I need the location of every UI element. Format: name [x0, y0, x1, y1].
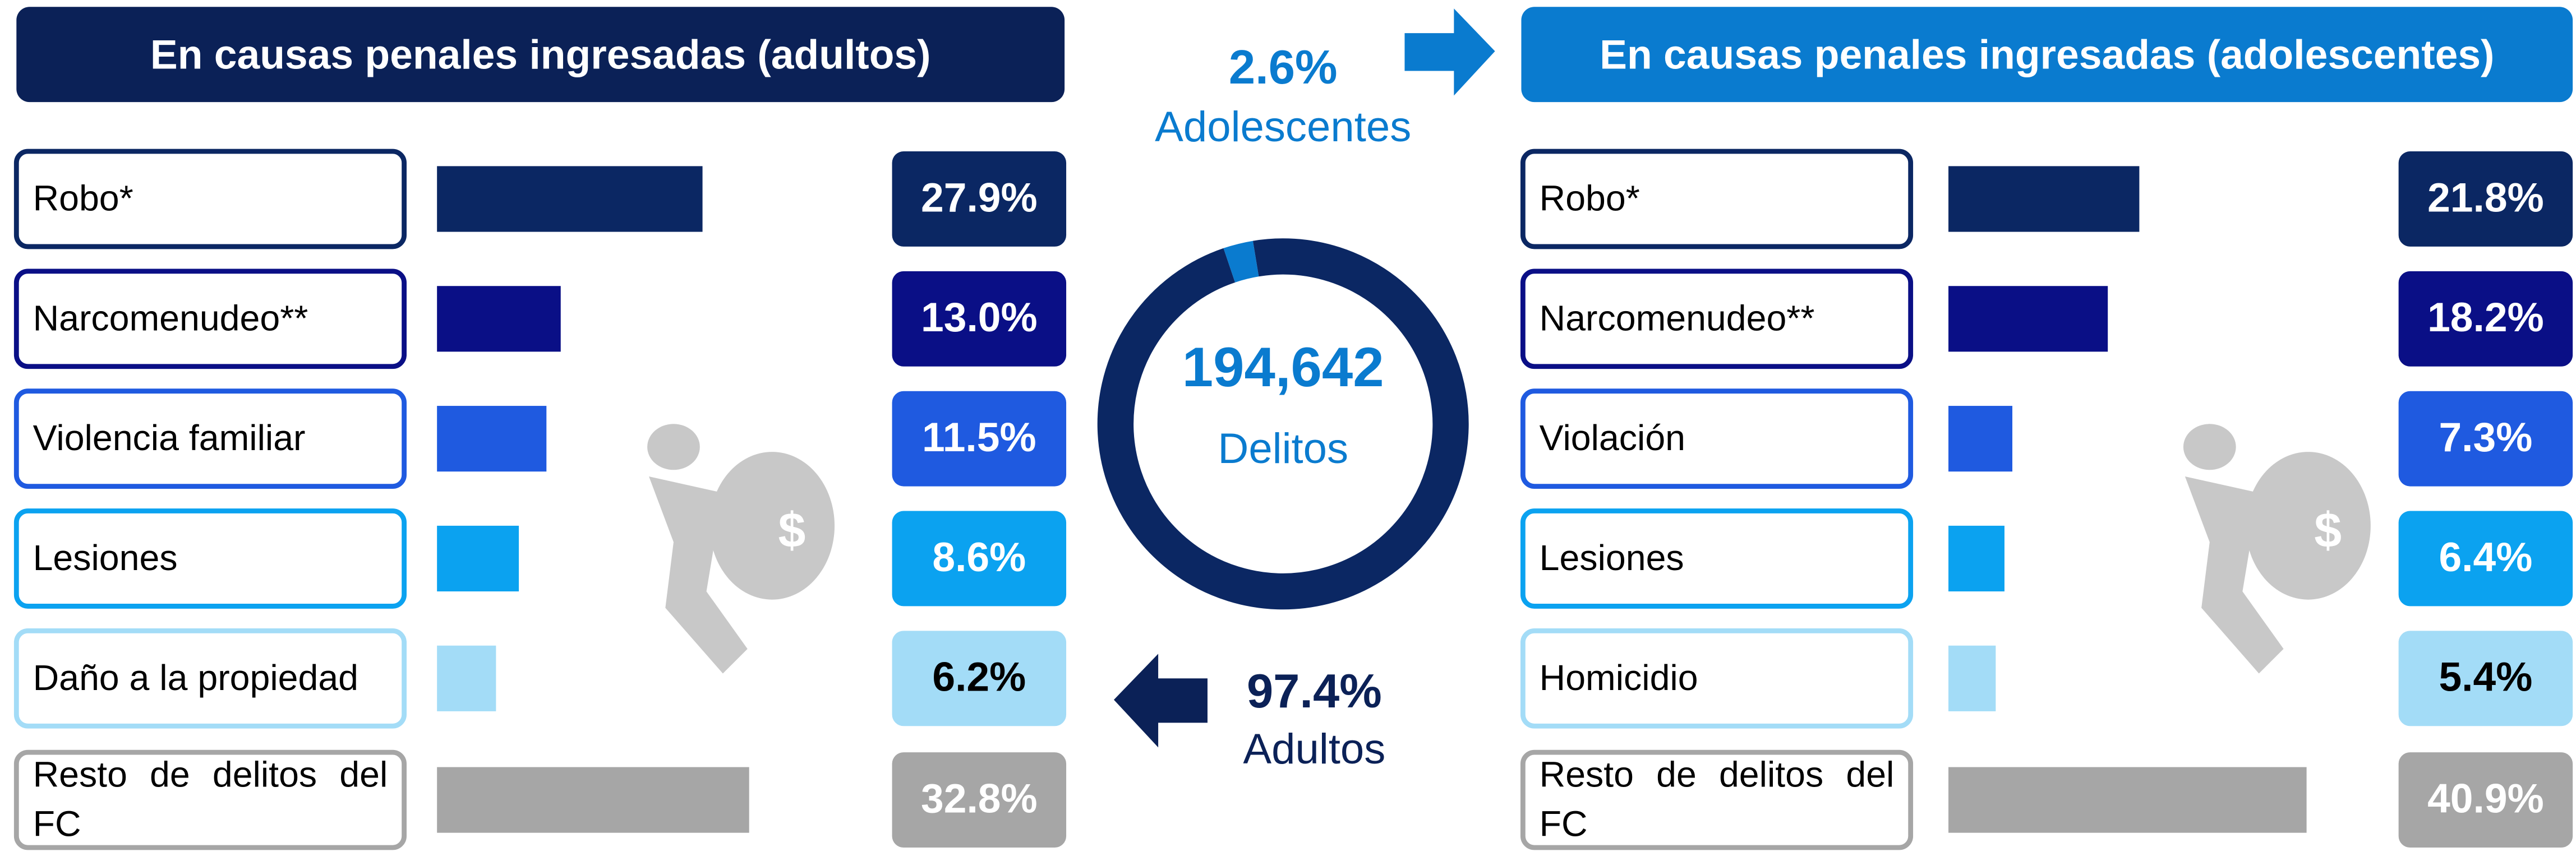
value-label: 18.2% [2427, 294, 2544, 340]
category-label: Homicidio [1539, 657, 1698, 698]
value-box [2398, 391, 2573, 487]
value-label: 8.6% [932, 534, 1026, 580]
donut-sublabel: Delitos [1218, 425, 1348, 473]
category-label-box: Resto de delitos del FC [1539, 754, 1895, 845]
title-left: En causas penales ingresadas (adultos) [150, 31, 931, 77]
svg-text:$: $ [778, 502, 805, 558]
value-box [892, 391, 1067, 487]
value-box [892, 631, 1067, 726]
category-label-box: Narcomenudeo** [33, 297, 308, 339]
category-label: Daño a la propiedad [33, 657, 359, 698]
bar [437, 166, 703, 232]
category-box [13, 388, 407, 489]
donut-total: 194,642 [1182, 336, 1384, 399]
category-box [1520, 269, 1914, 369]
value-box [2398, 151, 2573, 247]
category-box [13, 628, 407, 729]
category-box [1520, 628, 1914, 729]
donut-segment [1223, 240, 1259, 283]
arrow-right [1404, 8, 1495, 96]
category-box [1520, 749, 1914, 850]
category-label: Robo* [1539, 177, 1640, 219]
bar [437, 767, 749, 833]
bar [437, 525, 519, 592]
value-label: 27.9% [921, 174, 1038, 220]
robber-dollar: $ $ [778, 502, 2342, 558]
category-label: Violencia familiar [33, 417, 306, 459]
value-box [892, 752, 1067, 848]
bar [1948, 166, 2140, 232]
bar [437, 406, 547, 472]
value-label: 7.3% [2439, 414, 2532, 460]
bar [1948, 525, 2004, 592]
category-label: Resto de delitos del FC [1539, 754, 1895, 845]
share-label: 2.6% [1229, 40, 1338, 94]
bar [1948, 406, 2013, 472]
category-box [1520, 149, 1914, 249]
value-box [2398, 271, 2573, 367]
category-label: Lesiones [1539, 537, 1684, 578]
category-label-box: Violencia familiar [33, 417, 306, 459]
category-box [1520, 388, 1914, 489]
value-label: 13.0% [921, 294, 1038, 340]
category-label: Violación [1539, 417, 1686, 459]
share-name: Adultos [1243, 725, 1385, 773]
value-label: 6.4% [2439, 534, 2532, 580]
category-label-box: Lesiones [1539, 537, 1684, 578]
value-box [892, 271, 1067, 367]
category-label: Robo* [33, 177, 133, 219]
value-box [2398, 511, 2573, 607]
category-label-box: Resto de delitos del FC [33, 754, 388, 845]
svg-text:$: $ [2314, 502, 2342, 558]
category-label-box: Homicidio [1539, 657, 1698, 698]
value-label: 21.8% [2427, 174, 2544, 220]
value-label: 6.2% [932, 654, 1026, 700]
category-label-box: Daño a la propiedad [33, 657, 359, 698]
share-label: 97.4% [1247, 664, 1382, 718]
category-label: Narcomenudeo** [1539, 297, 1815, 339]
donut-segment [1097, 238, 1469, 610]
bar [1948, 286, 2108, 352]
category-label-box: Lesiones [33, 537, 178, 578]
bar [1948, 767, 2307, 833]
category-box [13, 508, 407, 609]
arrow-left [1114, 654, 1208, 748]
category-label: Resto de delitos del FC [33, 754, 388, 845]
category-box [13, 269, 407, 369]
category-label-box: Robo* [1539, 177, 1640, 219]
bar [437, 286, 561, 352]
value-label: 11.5% [922, 414, 1036, 460]
share-name: Adolescentes [1155, 103, 1411, 151]
category-box [13, 149, 407, 249]
category-box [13, 749, 407, 850]
value-label: 40.9% [2427, 775, 2544, 821]
value-label: 32.8% [921, 775, 1038, 821]
value-box [2398, 631, 2573, 726]
category-label-box: Violación [1539, 417, 1686, 459]
value-box [2398, 752, 2573, 848]
bar [1948, 645, 1996, 711]
value-box [892, 511, 1067, 607]
value-box [892, 151, 1067, 247]
category-label: Lesiones [33, 537, 178, 578]
header-left [16, 7, 1065, 103]
category-box [1520, 508, 1914, 609]
category-label: Narcomenudeo** [33, 297, 308, 339]
category-label-box: Robo* [33, 177, 133, 219]
value-label: 5.4% [2439, 654, 2532, 700]
title-right: En causas penales ingresadas (adolescent… [1600, 31, 2494, 77]
category-label-box: Narcomenudeo** [1539, 297, 1815, 339]
bar [437, 645, 496, 711]
robber-icon [647, 424, 2371, 674]
header-right [1521, 7, 2573, 103]
